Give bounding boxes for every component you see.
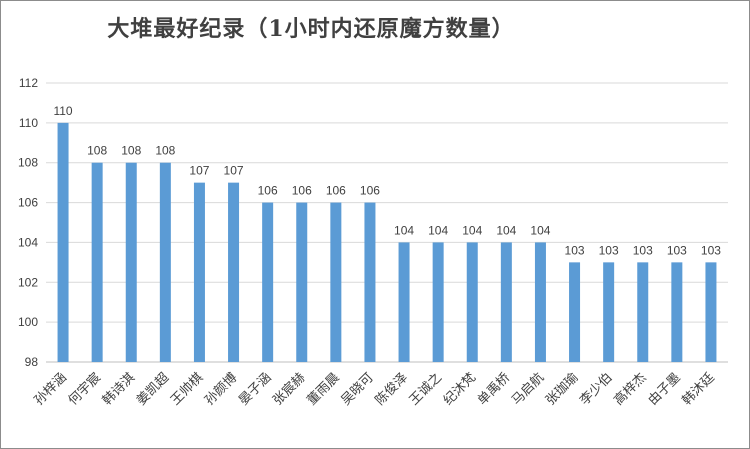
data-label: 103 <box>633 243 653 257</box>
data-label: 104 <box>496 223 516 237</box>
y-tick-label: 98 <box>25 355 39 369</box>
data-label: 107 <box>189 164 209 178</box>
data-label: 106 <box>258 184 278 198</box>
x-tick-label: 陈俊泽 <box>372 370 411 409</box>
chart-title: 大堆最好纪录（1小时内还原魔方数量） <box>107 16 515 42</box>
bar <box>125 162 137 362</box>
bar <box>159 162 171 362</box>
y-tick-label: 110 <box>19 116 38 130</box>
x-tick-label: 由子墨 <box>645 370 683 408</box>
y-tick-label: 100 <box>18 315 38 329</box>
y-tick-label: 112 <box>19 76 38 90</box>
bar <box>569 262 581 362</box>
x-tick-label: 董雨晨 <box>304 370 342 408</box>
data-label: 108 <box>155 144 175 158</box>
x-tick-label: 韩诗淇 <box>100 370 138 408</box>
x-tick-label: 马启航 <box>508 370 547 409</box>
bar <box>193 182 205 362</box>
bar <box>500 242 512 362</box>
bar <box>534 242 546 362</box>
y-tick-label: 106 <box>18 196 38 210</box>
x-tick-label: 孙颜博 <box>201 370 240 409</box>
bar <box>705 262 717 362</box>
x-tick-label: 韩沐廷 <box>680 370 718 408</box>
x-tick-label: 单禹桥 <box>475 370 513 408</box>
bar <box>432 242 444 362</box>
bar <box>671 262 683 362</box>
y-tick-label: 102 <box>18 275 38 289</box>
bar <box>262 202 274 362</box>
y-tick-label: 108 <box>18 156 38 170</box>
x-tick-label: 纪沐梵 <box>441 370 479 408</box>
data-label: 104 <box>530 223 550 237</box>
data-label: 104 <box>462 223 482 237</box>
x-tick-label: 张珈瑜 <box>543 370 581 408</box>
bar <box>603 262 615 362</box>
data-label: 106 <box>326 184 346 198</box>
x-tick-label: 吴晓可 <box>339 370 377 408</box>
x-tick-label: 高梓杰 <box>611 370 650 409</box>
bar <box>398 242 410 362</box>
y-tick-label: 104 <box>18 235 38 249</box>
x-tick-label: 王诚之 <box>407 370 445 408</box>
data-label: 108 <box>121 144 141 158</box>
data-label: 103 <box>565 243 585 257</box>
data-label: 106 <box>292 184 312 198</box>
bar <box>364 202 376 362</box>
data-label: 103 <box>701 243 721 257</box>
data-label: 110 <box>53 104 72 118</box>
x-tick-label: 晏子涵 <box>236 370 274 408</box>
bar <box>330 202 342 362</box>
x-tick-label: 王帅棋 <box>168 370 206 408</box>
bar <box>466 242 478 362</box>
data-label: 106 <box>360 184 380 198</box>
bar <box>228 182 240 362</box>
data-label: 103 <box>599 243 619 257</box>
x-tick-label: 李少伯 <box>577 370 615 408</box>
data-label: 103 <box>667 243 687 257</box>
x-tick-label: 张宸赫 <box>270 370 309 409</box>
bar <box>637 262 649 362</box>
bar <box>57 122 69 362</box>
data-label: 108 <box>87 144 107 158</box>
bar <box>91 162 103 362</box>
data-label: 104 <box>394 223 414 237</box>
bar <box>296 202 308 362</box>
x-tick-label: 孙梓涵 <box>32 370 70 408</box>
data-label: 104 <box>428 223 448 237</box>
data-label: 107 <box>224 164 244 178</box>
x-tick-label: 姜凯超 <box>134 370 172 408</box>
x-tick-label: 何宇宸 <box>65 370 104 409</box>
